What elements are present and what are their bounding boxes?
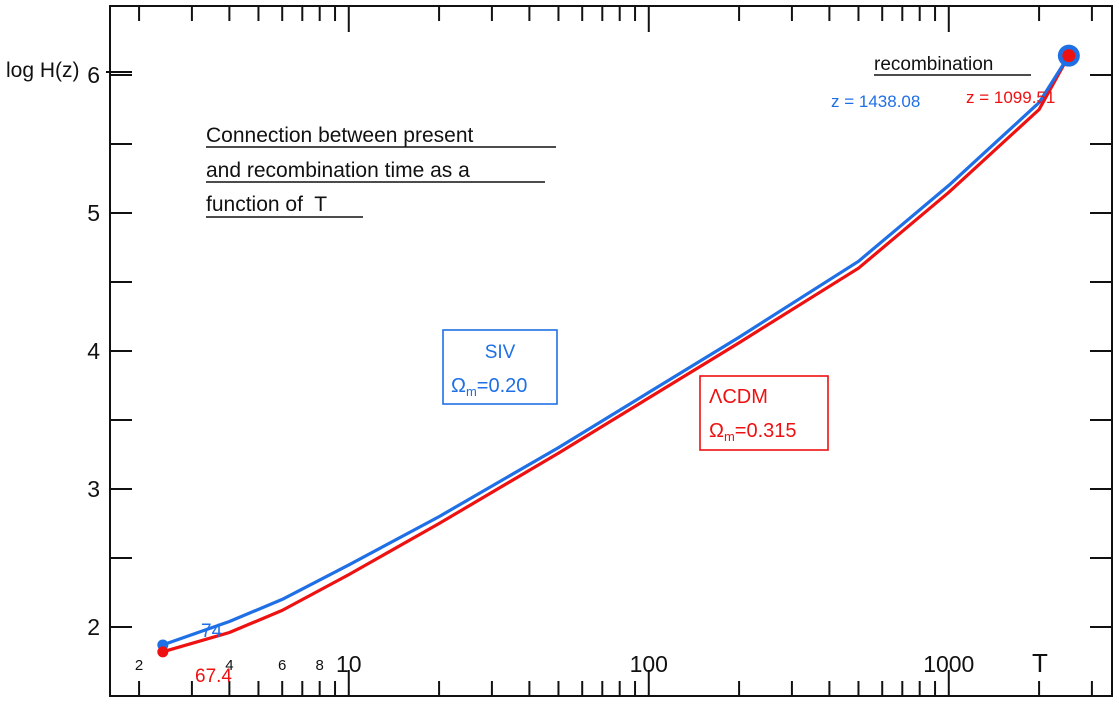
siv-legend-omega-symbol: Ω — [451, 375, 466, 397]
series-line-siv — [162, 54, 1071, 647]
lcdm-legend-box — [699, 375, 829, 451]
plot-frame — [109, 5, 1113, 697]
siv-legend-omega-sub: m — [466, 384, 477, 399]
x-minor-tick-label: 8 — [316, 657, 324, 674]
lcdm-legend-name: ΛCDM — [709, 386, 768, 408]
chart-title-line-3: function of T — [206, 193, 327, 216]
lcdm-legend-omega: Ωm=0.315 — [709, 420, 797, 444]
x-tick-label: 100 — [630, 651, 668, 677]
lcdm-end-point — [1062, 49, 1076, 63]
chart-title-line-1: Connection between present — [206, 124, 474, 147]
x-minor-tick-label: 4 — [225, 657, 233, 674]
x-tick-label: 1000 — [923, 651, 974, 677]
lcdm-legend-omega-sub: m — [724, 429, 735, 444]
x-tick-label: 10 — [336, 651, 362, 677]
lcdm-start-label: 67.4 — [195, 666, 232, 687]
siv-start-label: 74 — [201, 621, 223, 642]
y-axis-label: log H(z) — [6, 59, 80, 82]
siv-legend-omega: Ωm=0.20 — [451, 375, 527, 399]
chart-title-line-2: and recombination time as a — [206, 159, 470, 182]
x-axis-label: T — [1032, 648, 1048, 678]
y-tick-label: 4 — [87, 338, 100, 364]
lcdm-end-label: z = 1099.51 — [966, 88, 1055, 107]
y-tick-label: 2 — [87, 614, 100, 640]
y-tick-label: 6 — [87, 62, 100, 88]
siv-legend-omega-value: =0.20 — [477, 375, 528, 397]
siv-legend-name: SIV — [485, 342, 516, 363]
siv-end-label: z = 1438.08 — [831, 92, 920, 111]
lcdm-start-point — [157, 646, 169, 658]
x-minor-tick-label: 6 — [278, 657, 286, 674]
y-tick-label: 5 — [87, 200, 100, 226]
lcdm-legend-omega-symbol: Ω — [709, 420, 724, 442]
siv-legend-box — [442, 329, 558, 405]
recombination-label: recombination — [874, 54, 993, 75]
y-tick-label: 3 — [87, 476, 100, 502]
series-line-lcdm — [162, 54, 1071, 654]
x-minor-tick-label: 2 — [135, 657, 143, 674]
lcdm-legend-omega-value: =0.315 — [735, 420, 797, 442]
